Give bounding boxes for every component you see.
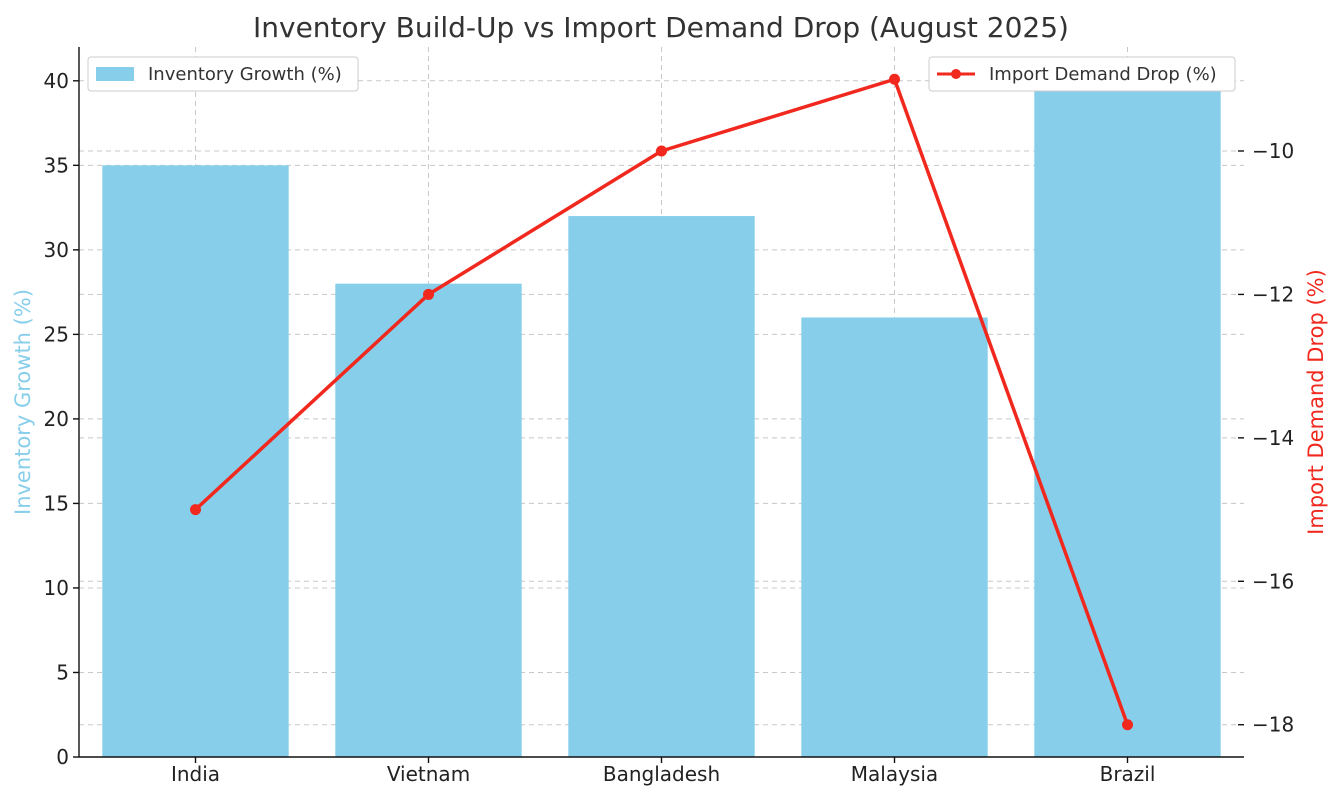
legend-left: Inventory Growth (%) bbox=[87, 56, 359, 92]
right-tick-label: −14 bbox=[1252, 426, 1294, 450]
left-tick-label: 35 bbox=[44, 153, 69, 177]
legend-right-frame bbox=[928, 56, 1236, 92]
left-tick-label: 0 bbox=[56, 745, 69, 769]
chart-title: Inventory Build-Up vs Import Demand Drop… bbox=[253, 11, 1069, 44]
line-series bbox=[190, 73, 1133, 731]
legend-bar-swatch bbox=[96, 67, 134, 81]
left-axis-label: Inventory Growth (%) bbox=[11, 289, 35, 515]
bar bbox=[102, 165, 289, 758]
right-tick-label: −18 bbox=[1252, 713, 1294, 737]
line-point bbox=[1122, 719, 1133, 731]
legend-line-label: Import Demand Drop (%) bbox=[989, 64, 1217, 85]
bar bbox=[335, 283, 522, 757]
line-point bbox=[656, 145, 667, 157]
left-tick-label: 15 bbox=[44, 491, 69, 515]
x-tick-label: Bangladesh bbox=[603, 762, 720, 786]
left-tick-label: 5 bbox=[56, 660, 69, 684]
left-tick-label: 10 bbox=[44, 576, 69, 600]
bar bbox=[568, 216, 755, 758]
x-tick-label: Malaysia bbox=[851, 762, 938, 786]
x-tick-label: Vietnam bbox=[387, 762, 470, 786]
right-tick-label: −16 bbox=[1252, 569, 1294, 593]
right-tick-label: −12 bbox=[1252, 282, 1294, 306]
left-tick-label: 30 bbox=[44, 238, 69, 262]
right-tick-label: −10 bbox=[1252, 139, 1294, 163]
legend-right: Import Demand Drop (%) bbox=[928, 56, 1236, 92]
right-axis-ticks: −18 −16 −14 −12 −10 bbox=[1238, 139, 1294, 737]
bar bbox=[801, 317, 988, 757]
line-point bbox=[423, 288, 434, 300]
x-tick-label: Brazil bbox=[1100, 762, 1156, 786]
x-tick-label: India bbox=[171, 762, 220, 786]
legend-line-marker bbox=[951, 69, 961, 79]
bar bbox=[1034, 80, 1221, 758]
legend-left-frame bbox=[87, 56, 359, 92]
left-tick-label: 20 bbox=[44, 407, 69, 431]
left-tick-label: 40 bbox=[44, 69, 69, 93]
bar-series bbox=[102, 80, 1221, 758]
right-axis-label: Import Demand Drop (%) bbox=[1304, 269, 1328, 535]
left-tick-label: 25 bbox=[44, 322, 69, 346]
legend-bar-label: Inventory Growth (%) bbox=[148, 64, 342, 85]
line-point bbox=[190, 504, 201, 516]
line-point bbox=[889, 73, 900, 85]
left-axis-ticks: 0 5 10 15 20 25 30 35 40 bbox=[44, 69, 79, 769]
x-axis-ticks: India Vietnam Bangladesh Malaysia Brazil bbox=[171, 757, 1155, 786]
